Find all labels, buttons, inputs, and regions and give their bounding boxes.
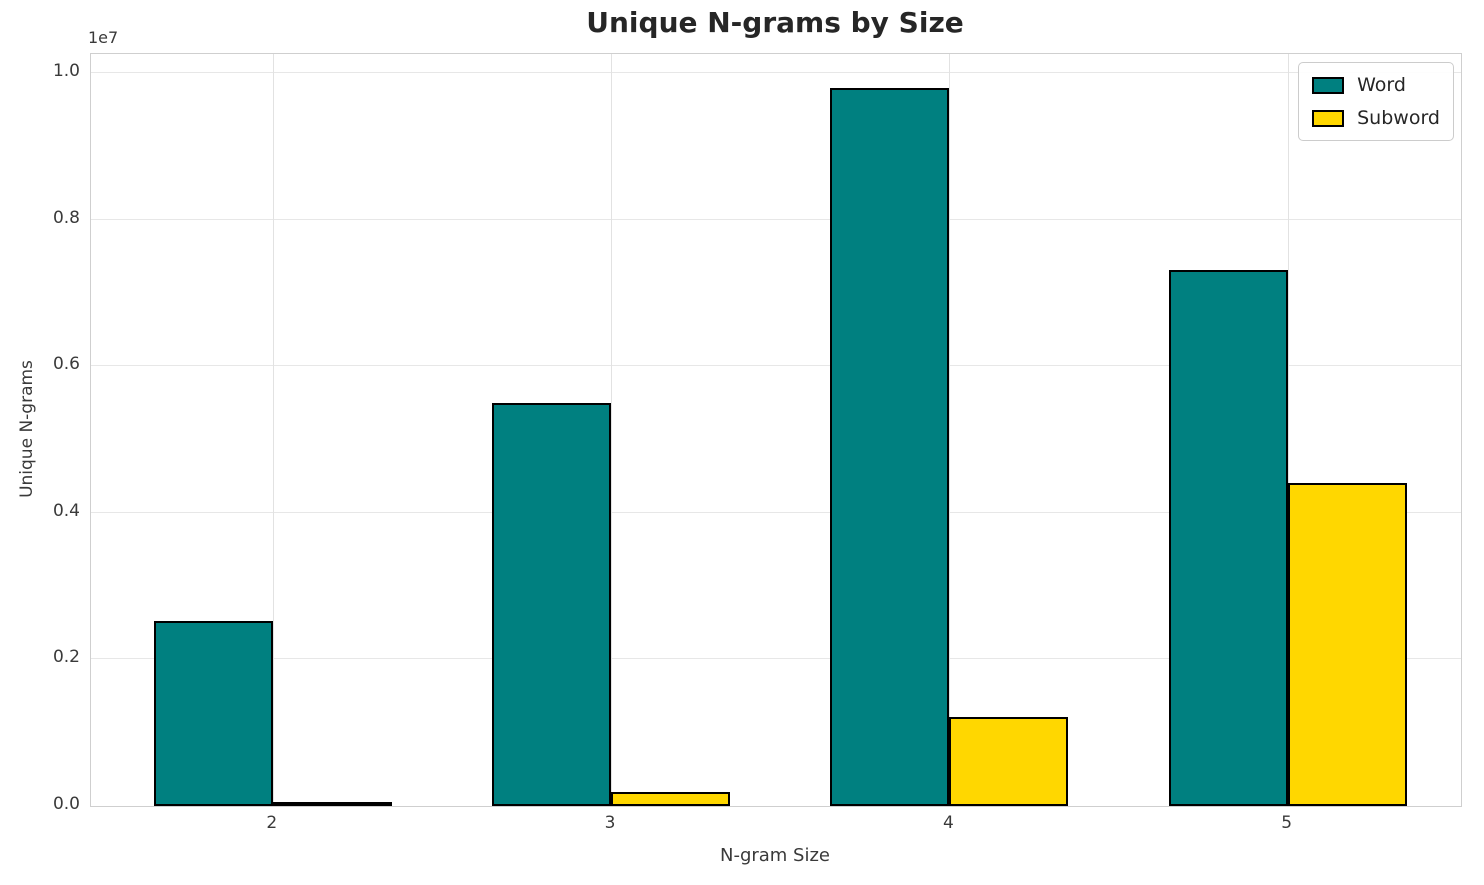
bar-word-3 <box>492 402 612 806</box>
y-gridline <box>91 365 1461 367</box>
bar-subword-4 <box>949 717 1069 806</box>
y-axis-offset-label: 1e7 <box>88 28 119 47</box>
x-tick-label-2: 2 <box>266 813 278 833</box>
x-tick-label-3: 3 <box>604 813 616 833</box>
y-gridline <box>91 658 1461 660</box>
legend-item-word: Word <box>1312 74 1440 96</box>
x-gridline <box>949 54 951 806</box>
x-axis-label: N-gram Size <box>719 845 831 866</box>
x-gridline <box>1287 54 1289 806</box>
legend-label-word: Word <box>1357 74 1406 96</box>
bar-subword-3 <box>611 792 730 806</box>
bar-subword-5 <box>1287 482 1407 806</box>
bar-subword-2 <box>272 802 392 806</box>
y-gridline <box>91 511 1461 513</box>
plot-area: Word Subword <box>90 53 1462 807</box>
legend-item-subword: Subword <box>1312 107 1440 129</box>
chart-title: Unique N-grams by Size <box>586 6 964 39</box>
y-tick-label-0.6: 0.6 <box>52 354 80 375</box>
bar-word-5 <box>1168 269 1288 806</box>
y-axis-label: Unique N-grams <box>17 360 37 498</box>
y-tick-label-0.2: 0.2 <box>52 647 80 668</box>
bar-word-2 <box>153 621 273 806</box>
bar-word-4 <box>830 87 950 806</box>
subword-color-swatch <box>1312 109 1345 127</box>
y-tick-label-0.8: 0.8 <box>52 207 80 228</box>
y-tick-label-1.0: 1.0 <box>52 61 80 82</box>
y-gridline <box>91 218 1461 220</box>
legend: Word Subword <box>1298 62 1454 141</box>
y-tick-label-0.4: 0.4 <box>52 500 80 521</box>
y-gridline <box>91 72 1461 74</box>
x-tick-label-4: 4 <box>942 813 954 833</box>
y-tick-label-0.0: 0.0 <box>52 794 80 814</box>
x-gridline <box>611 54 613 806</box>
legend-label-subword: Subword <box>1357 107 1440 129</box>
x-tick-label-5: 5 <box>1281 813 1293 833</box>
x-gridline <box>272 54 274 806</box>
word-color-swatch <box>1312 76 1345 94</box>
